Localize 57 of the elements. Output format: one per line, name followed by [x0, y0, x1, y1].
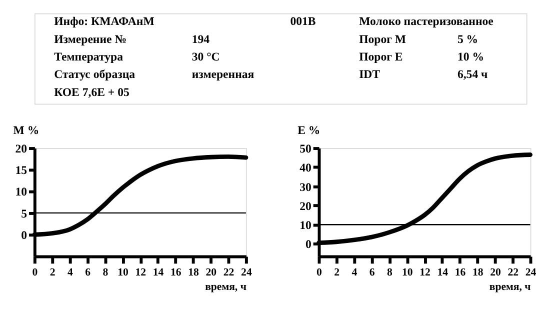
x-tick-label: 0 — [32, 266, 38, 278]
x-tick-label: 4 — [67, 266, 74, 278]
y-tick-label: 40 — [300, 160, 312, 175]
text: 5 % — [457, 32, 478, 46]
y-tick-label: 50 — [300, 141, 312, 156]
text: Порог М — [359, 32, 406, 46]
text: Измерение № — [54, 32, 127, 46]
x-tick-label: 4 — [352, 266, 358, 278]
x-tick-label: 14 — [437, 266, 449, 278]
x-tick-label: 22 — [223, 266, 234, 278]
x-tick-label: 24 — [525, 266, 537, 278]
y-axis-title: M % — [13, 122, 40, 137]
text: Порог Е — [359, 49, 403, 64]
x-tick-label: 8 — [387, 266, 394, 278]
y-tick-label: 20 — [300, 198, 312, 213]
x-tick-label: 6 — [85, 266, 92, 278]
text: Молоко пастеризованное — [359, 14, 494, 28]
x-tick-label: 6 — [369, 266, 376, 278]
x-tick-label: 16 — [454, 266, 466, 278]
x-tick-label: 20 — [490, 266, 501, 278]
y-tick-label: 5 — [21, 206, 28, 220]
x-tick-label: 12 — [135, 266, 146, 278]
x-tick-label: 22 — [508, 266, 519, 278]
text: Статус образца — [54, 67, 136, 82]
x-axis-title: время, ч — [489, 281, 531, 294]
y-tick-label: 0 — [305, 237, 312, 252]
text: Температура — [54, 49, 124, 64]
text: Инфо: КМАФАнМ — [54, 14, 154, 28]
y-tick-label: 0 — [21, 228, 28, 242]
y-tick-label: 10 — [15, 184, 28, 199]
x-tick-label: 14 — [152, 266, 164, 278]
x-tick-label: 2 — [334, 266, 340, 278]
y-tick-label: 10 — [300, 218, 312, 232]
y-axis-title: E % — [298, 122, 320, 137]
x-tick-label: 0 — [316, 266, 322, 278]
y-tick-label: 20 — [15, 141, 28, 156]
text: измеренная — [192, 67, 255, 82]
x-tick-label: 18 — [472, 266, 484, 278]
text: 194 — [192, 32, 210, 46]
text: IDT — [359, 67, 380, 82]
x-tick-label: 24 — [241, 266, 252, 278]
y-tick-label: 30 — [300, 180, 312, 194]
text: 001В — [290, 14, 316, 28]
text: 30 °C — [192, 49, 220, 64]
x-tick-label: 12 — [420, 266, 430, 278]
text: 10 % — [457, 49, 484, 64]
x-tick-label: 16 — [170, 266, 182, 278]
x-tick-label: 8 — [102, 266, 109, 278]
x-tick-label: 20 — [206, 266, 217, 278]
x-tick-label: 10 — [402, 266, 413, 278]
x-tick-label: 10 — [118, 266, 128, 278]
text: 6,54 ч — [457, 67, 488, 82]
text: КОЕ 7,6Е + 05 — [54, 84, 130, 99]
x-tick-label: 2 — [50, 266, 56, 278]
x-axis-title: время, ч — [205, 281, 246, 294]
x-tick-label: 18 — [188, 266, 200, 278]
y-tick-label: 15 — [15, 163, 28, 178]
